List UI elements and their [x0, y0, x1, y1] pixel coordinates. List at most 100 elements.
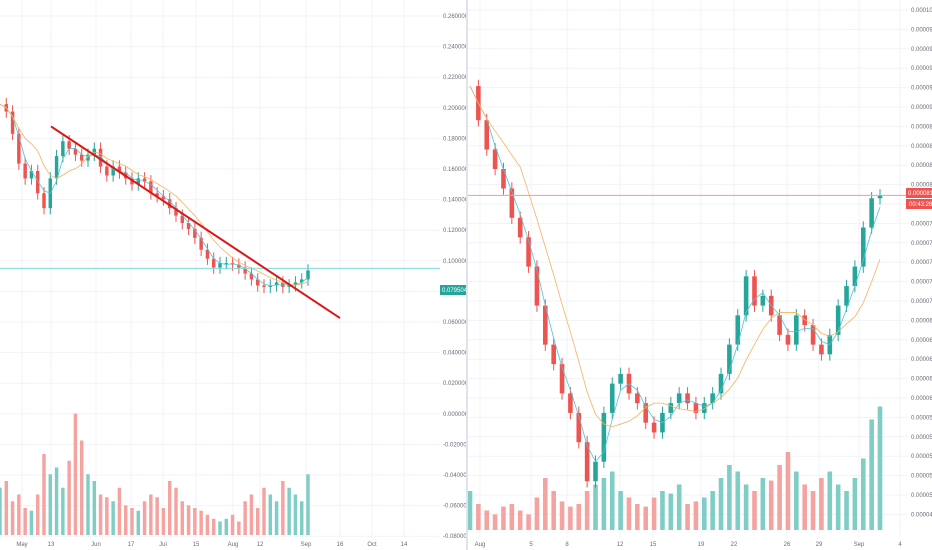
volume-bar [685, 504, 690, 530]
candle-body [635, 393, 640, 404]
left-candles [4, 97, 310, 294]
volume-bar [509, 504, 515, 530]
candle-body [274, 282, 279, 286]
candle-body [526, 237, 531, 267]
volume-bar [142, 501, 147, 535]
volume-bar [593, 484, 598, 530]
volume-bar [35, 494, 40, 535]
moving-average-fast [0, 103, 309, 287]
left-y-axis[interactable]: 0.2600000 0.2400000 0.2200000 0.2000000 0.18… [443, 14, 466, 540]
candle-body [111, 166, 115, 176]
y-tick-label: 0.0000620 [911, 377, 932, 383]
right-x-axis[interactable]: Aug 5 8 12 15 19 22 26 29 Sep 4 [475, 542, 903, 548]
candle-body [835, 305, 841, 335]
volume-bar [559, 501, 565, 530]
candle-body [293, 282, 298, 286]
volume-bar [777, 465, 782, 530]
y-tick-label: 0.0000660 [911, 338, 932, 344]
volume-bar [161, 508, 166, 535]
y-tick-label: 0.0000600 [911, 396, 932, 402]
left-x-axis[interactable]: May 13 Jun 17 Jul 15 Aug 12 Sep 16 Oct 14 [16, 542, 408, 548]
volume-bar [476, 504, 481, 530]
x-tick-label: 13 [48, 542, 55, 548]
x-tick-label: 12 [617, 542, 624, 548]
candle-body [243, 267, 247, 274]
volume-bar [860, 458, 866, 530]
right-y-axis[interactable]: 0.0001000 0.0000980 0.0000960 0.0000940 0.00… [911, 8, 932, 518]
current-price-label: 0.0795047 [442, 288, 466, 294]
y-tick-label: 0.0000720 [911, 280, 932, 286]
y-tick-label: 0.1200000 [443, 228, 466, 234]
y-tick-label: 0.1000000 [443, 259, 466, 265]
y-tick-label: 0.0000680 [911, 318, 932, 324]
volume-bar [17, 494, 21, 535]
candle-body [155, 193, 159, 197]
right-chart[interactable]: 0.0001000 0.0000980 0.0000960 0.0000940 0.00… [468, 0, 932, 550]
pane-divider[interactable] [466, 0, 468, 550]
y-tick-label: -0.0800000 [443, 534, 466, 540]
candle-body [35, 171, 40, 194]
volume-bar [54, 467, 59, 535]
volume-bar [635, 504, 640, 530]
countdown-label: 00:43:28 [909, 202, 932, 208]
y-tick-label: 0.0000960 [911, 47, 932, 53]
y-tick-label: -0.0200000 [443, 442, 466, 448]
candle-body [73, 148, 78, 155]
candle-body [534, 266, 540, 306]
candle-body [601, 412, 607, 462]
candle-body [852, 266, 858, 287]
volume-bar [61, 487, 65, 535]
volume-bar [651, 497, 657, 530]
candle-body [86, 154, 90, 161]
x-tick-label: 15 [193, 542, 200, 548]
y-tick-label: 0.0000540 [911, 454, 932, 460]
y-tick-label: 0.0000940 [911, 66, 932, 72]
candle-body [167, 199, 172, 209]
y-tick-label: 0.0200000 [443, 381, 466, 387]
volume-bar [660, 491, 665, 530]
left-chart-pane[interactable]: 0.2600000 0.2400000 0.2200000 0.2000000 0.18… [0, 0, 466, 550]
volume-bar [42, 454, 46, 535]
candle-body [42, 193, 46, 209]
volume-bar [701, 497, 707, 530]
volume-bar [155, 497, 159, 535]
y-tick-label: 0.0000500 [911, 493, 932, 499]
x-tick-label: Sep [301, 542, 312, 548]
x-tick-label: 17 [128, 542, 135, 548]
volume-bar [218, 521, 222, 535]
volume-bar [287, 487, 291, 535]
volume-bar [92, 481, 97, 535]
volume-bar [877, 406, 883, 530]
candle-body [727, 344, 732, 374]
right-chart-pane[interactable]: 0.0001000 0.0000980 0.0000960 0.0000940 0.00… [468, 0, 932, 550]
trendline[interactable] [50, 125, 341, 319]
x-tick-label: 22 [731, 542, 738, 548]
volume-bar [468, 491, 473, 530]
volume-bar [149, 494, 153, 535]
candle-body [501, 168, 506, 189]
right-candles [476, 79, 883, 488]
current-price-tag [440, 285, 466, 295]
volume-bar [299, 501, 304, 535]
x-tick-label: Oct [367, 542, 377, 548]
volume-bar [105, 497, 109, 535]
y-tick-label: 0.1600000 [443, 167, 466, 173]
candle-body [262, 285, 266, 287]
volume-bar [281, 481, 285, 535]
y-tick-label: 0.0000980 [911, 27, 932, 33]
volume-bar [268, 494, 273, 535]
volume-bar [186, 505, 191, 535]
volume-bar [205, 514, 210, 535]
volume-bar [810, 491, 816, 530]
candle-body [676, 393, 682, 404]
volume-bar [79, 440, 84, 535]
left-chart[interactable]: 0.2600000 0.2400000 0.2200000 0.2000000 0.18… [0, 0, 466, 550]
volume-bar [752, 491, 757, 530]
candle-body [130, 178, 134, 185]
x-tick-label: 15 [650, 542, 657, 548]
candle-body [819, 344, 824, 355]
candle-body [710, 393, 715, 404]
volume-bar [735, 471, 741, 530]
candle-body [743, 276, 749, 316]
volume-bar [534, 497, 540, 530]
